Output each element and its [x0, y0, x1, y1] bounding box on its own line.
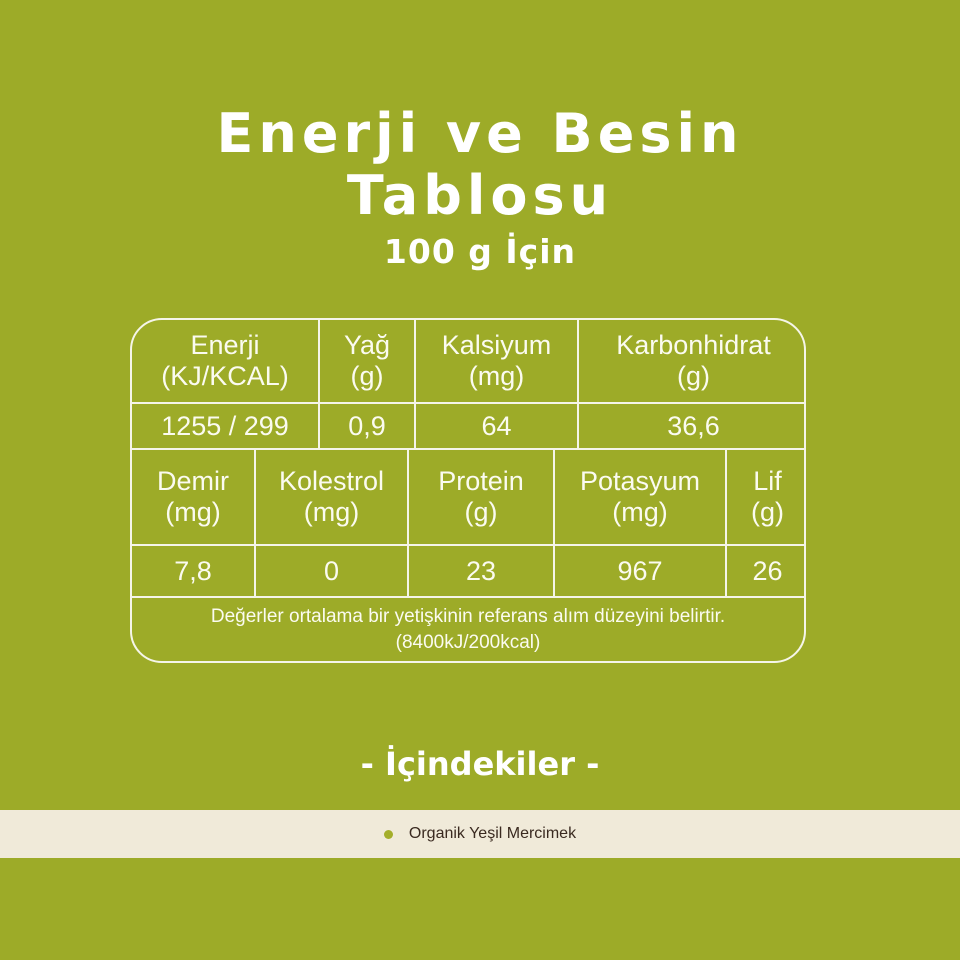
value-row-1: 1255 / 299 0,9 64 36,6 [132, 404, 804, 450]
header-cell: Kolestrol (mg) [256, 450, 409, 544]
header-cell: Yağ (g) [320, 320, 416, 402]
header-cell: Demir (mg) [132, 450, 256, 544]
value-cell: 64 [416, 404, 579, 448]
ingredients-band: Organik Yeşil Mercimek [0, 810, 960, 858]
value-cell: 7,8 [132, 546, 256, 596]
value-cell: 36,6 [667, 410, 720, 441]
value-row-2: 7,8 0 23 967 26 [132, 546, 804, 598]
nutrition-table: Enerji (KJ/KCAL) Yağ (g) Kalsiyum (mg) K… [130, 318, 806, 663]
bullet-icon [383, 829, 393, 839]
header-cell: Lif (g) [751, 466, 784, 527]
ingredient-item: Organik Yeşil Mercimek [408, 825, 577, 842]
value-cell: 0,9 [320, 404, 416, 448]
header-row-1: Enerji (KJ/KCAL) Yağ (g) Kalsiyum (mg) K… [132, 320, 804, 404]
header-cell: Kalsiyum (mg) [416, 320, 579, 402]
value-cell: 23 [409, 546, 555, 596]
header-cell: Enerji (KJ/KCAL) [132, 320, 320, 402]
title-line-1: Enerji ve Besin [216, 102, 744, 165]
header-cell: Protein (g) [409, 450, 555, 544]
ingredients-heading: - İçindekiler - [360, 745, 600, 783]
header-cell: Potasyum (mg) [555, 450, 727, 544]
footnote-reference: (8400kJ/200kcal) [395, 632, 541, 653]
value-cell: 967 [555, 546, 727, 596]
header-row-2: Demir (mg) Kolestrol (mg) Protein (g) Po… [132, 450, 804, 546]
value-cell: 1255 / 299 [132, 404, 320, 448]
footnote: Değerler ortalama bir yetişkinin referan… [132, 598, 804, 661]
subtitle: 100 g İçin [383, 232, 577, 271]
value-cell: 0 [256, 546, 409, 596]
header-cell: Karbonhidrat (g) [616, 330, 771, 391]
title-line-2: Tablosu [346, 164, 614, 227]
footnote-text: Değerler ortalama bir yetişkinin referan… [210, 606, 726, 627]
value-cell: 26 [752, 555, 783, 586]
